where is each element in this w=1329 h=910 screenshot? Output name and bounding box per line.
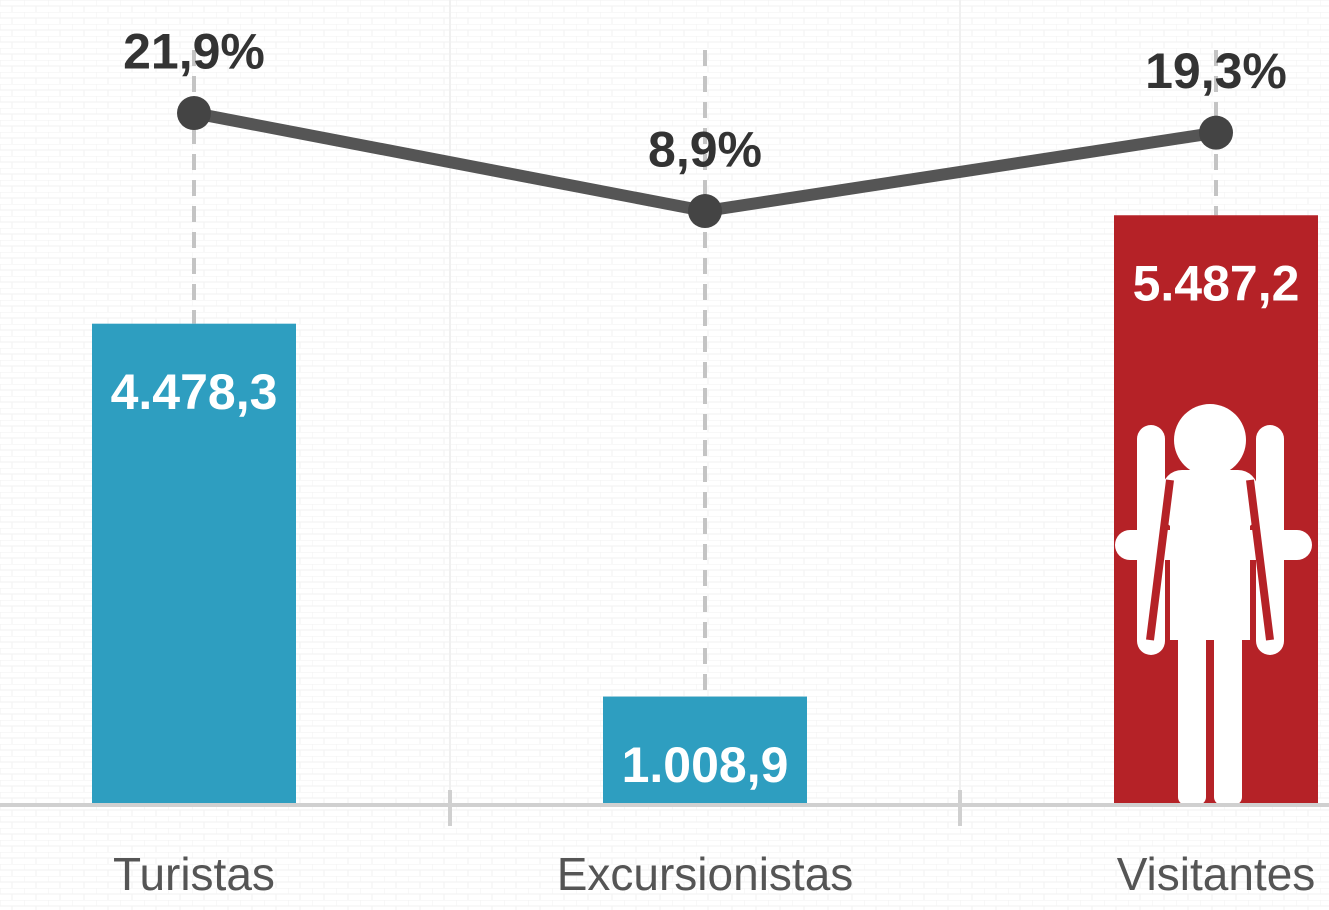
bar: [92, 323, 296, 805]
line-value-label: 8,9%: [648, 121, 762, 177]
bar: [603, 696, 807, 805]
bar-value-label: 1.008,9: [622, 737, 789, 793]
line-point: [688, 194, 722, 229]
line-point: [1199, 115, 1233, 150]
bar-value-label: 4.478,3: [111, 364, 278, 420]
line-point: [177, 96, 211, 131]
line-value-label: 19,3%: [1145, 43, 1287, 99]
x-tick-label: Excursionistas: [557, 848, 854, 900]
x-tick-label: Visitantes: [1117, 848, 1316, 900]
x-tick-label: Turistas: [113, 848, 275, 900]
line-value-label: 21,9%: [123, 23, 265, 79]
bar-value-label: 5.487,2: [1133, 255, 1300, 311]
backpacker-icon: [1115, 404, 1312, 805]
